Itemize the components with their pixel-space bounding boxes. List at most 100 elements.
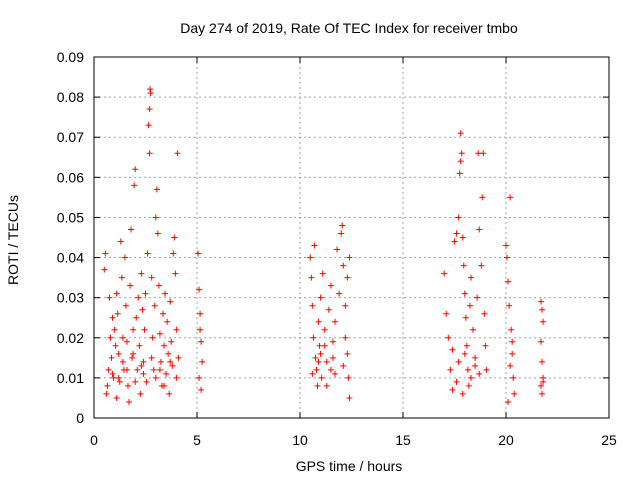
data-point: [344, 350, 351, 357]
data-point: [152, 214, 159, 221]
data-point: [462, 314, 469, 321]
data-point: [133, 314, 140, 321]
data-point: [152, 374, 159, 381]
data-point: [104, 382, 111, 389]
data-point: [461, 290, 468, 297]
data-point: [511, 390, 518, 397]
data-point: [314, 382, 321, 389]
y-tick-label: 0.07: [57, 129, 84, 145]
data-point: [146, 106, 153, 113]
data-point: [312, 354, 319, 361]
data-point: [148, 274, 155, 281]
data-point: [113, 290, 120, 297]
data-point: [327, 366, 334, 373]
data-point: [140, 358, 147, 365]
data-point: [109, 314, 116, 321]
data-point: [503, 242, 509, 249]
data-point: [510, 374, 517, 381]
data-point: [315, 358, 322, 365]
data-point: [329, 354, 336, 361]
data-point: [474, 294, 481, 301]
data-point: [121, 254, 128, 261]
y-tick-label: 0.06: [57, 169, 84, 185]
data-point: [463, 342, 470, 349]
data-point: [141, 326, 148, 333]
data-point: [540, 378, 547, 385]
data-point: [119, 334, 126, 341]
data-point: [340, 362, 347, 369]
data-point: [310, 334, 317, 341]
data-point: [504, 254, 511, 261]
data-point: [156, 366, 163, 373]
data-point: [118, 274, 125, 281]
data-point: [465, 382, 472, 389]
data-point: [480, 150, 487, 157]
data-point: [110, 374, 117, 381]
data-point: [142, 290, 149, 297]
data-point: [138, 362, 145, 369]
data-point: [103, 390, 110, 397]
data-point: [340, 262, 347, 269]
data-point: [461, 350, 468, 357]
y-tick-label: 0.08: [57, 89, 84, 105]
data-point: [130, 326, 137, 333]
data-point: [508, 326, 515, 333]
data-point: [143, 378, 150, 385]
data-point: [313, 366, 320, 373]
data-point: [156, 330, 163, 337]
data-point: [451, 238, 458, 245]
data-point: [173, 326, 180, 333]
data-point: [345, 374, 352, 381]
data-point: [309, 370, 316, 377]
data-point: [507, 194, 514, 201]
data-point: [115, 350, 122, 357]
data-point: [146, 150, 153, 157]
data-point: [321, 326, 328, 333]
data-point: [197, 326, 204, 333]
data-point: [323, 358, 330, 365]
data-point: [198, 338, 205, 345]
data-point: [162, 290, 169, 297]
data-point: [112, 342, 119, 349]
data-point: [445, 334, 452, 341]
data-point: [470, 326, 477, 333]
x-tick-label: 15: [395, 432, 411, 448]
data-point: [174, 150, 181, 157]
data-point: [136, 342, 143, 349]
data-point: [467, 274, 474, 281]
data-point: [472, 354, 479, 361]
data-point: [479, 194, 486, 201]
data-point: [106, 294, 113, 301]
data-point: [148, 354, 155, 361]
data-point: [336, 290, 343, 297]
data-point: [467, 374, 474, 381]
chart-title: Day 274 of 2019, Rate Of TEC Index for r…: [180, 20, 518, 36]
data-points: [101, 86, 547, 405]
data-point: [539, 306, 546, 313]
data-point: [137, 390, 144, 397]
data-point: [168, 338, 175, 345]
data-point: [134, 366, 141, 373]
data-point: [509, 338, 516, 345]
data-point: [449, 346, 456, 353]
data-point: [346, 254, 353, 261]
data-point: [453, 230, 460, 237]
data-point: [540, 318, 547, 325]
data-point: [459, 390, 466, 397]
data-point: [195, 250, 202, 257]
data-point: [132, 378, 139, 385]
data-point: [124, 382, 131, 389]
data-point: [505, 278, 512, 285]
data-point: [144, 250, 151, 257]
data-point: [332, 318, 339, 325]
data-point: [173, 374, 180, 381]
data-point: [108, 354, 115, 361]
data-point: [472, 362, 479, 369]
data-point: [476, 226, 483, 233]
data-point: [455, 214, 462, 221]
data-point: [308, 274, 315, 281]
data-point: [509, 350, 516, 357]
data-point: [109, 370, 116, 377]
data-point: [145, 122, 152, 129]
